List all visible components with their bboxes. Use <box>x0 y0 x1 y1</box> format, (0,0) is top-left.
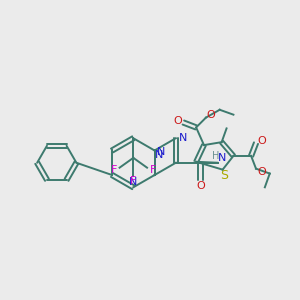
Text: O: O <box>196 181 205 191</box>
Text: S: S <box>220 169 229 182</box>
Text: F: F <box>130 176 136 186</box>
Text: O: O <box>206 110 215 120</box>
Text: N: N <box>178 133 187 143</box>
Text: F: F <box>110 165 117 175</box>
Text: N: N <box>129 177 137 188</box>
Text: H: H <box>212 151 220 161</box>
Text: O: O <box>257 167 266 177</box>
Text: O: O <box>173 116 182 126</box>
Text: O: O <box>257 136 266 146</box>
Text: F: F <box>150 165 156 175</box>
Text: N: N <box>157 148 166 158</box>
Text: N: N <box>218 153 226 163</box>
Text: N: N <box>155 150 164 161</box>
